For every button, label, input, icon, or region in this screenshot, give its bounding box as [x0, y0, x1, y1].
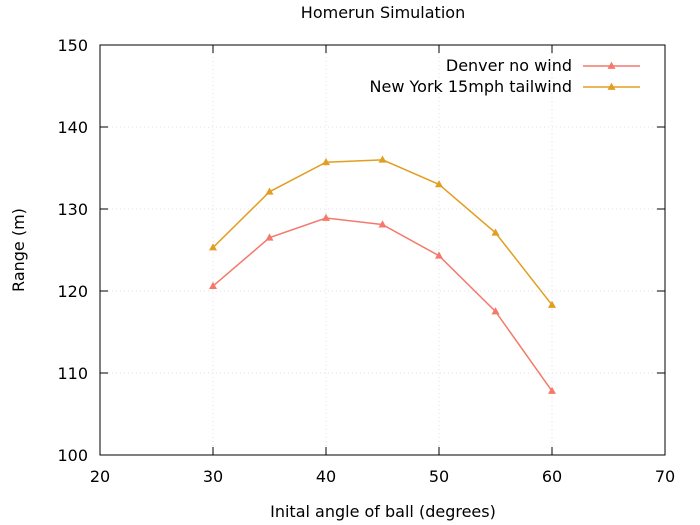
series-2-point	[265, 187, 274, 195]
series-2-point	[209, 243, 217, 251]
series-line-1	[212, 217, 553, 392]
x-tick-label: 60	[542, 467, 562, 486]
series-2-point	[435, 180, 443, 188]
axes-layer	[99, 44, 666, 456]
y-axis-label: Range (m)	[9, 208, 28, 292]
y-tick-label: 130	[57, 200, 88, 219]
legend-marker-1	[607, 61, 616, 69]
series-1-point	[435, 251, 443, 259]
series-1-point	[209, 281, 217, 289]
legend: Denver no wind New York 15mph tailwind	[370, 56, 640, 96]
x-tick-label: 70	[655, 467, 675, 486]
series-layer	[209, 155, 556, 394]
x-tick-label: 40	[316, 467, 336, 486]
plot-frame	[99, 44, 666, 456]
x-axis-label: Inital angle of ball (degrees)	[270, 502, 496, 521]
x-tick-label: 50	[429, 467, 449, 486]
series-2-point	[491, 228, 500, 236]
y-tick-label: 120	[57, 282, 88, 301]
series-1-point	[265, 233, 274, 241]
legend-marker-2	[607, 82, 616, 90]
series-line-2	[212, 159, 553, 306]
grid-layer	[100, 45, 665, 455]
ticks-layer: 20 30 40 50 60 70 100 110 120 130 140 150	[57, 36, 675, 486]
series-1-point	[322, 213, 330, 221]
series-2-point	[548, 300, 556, 308]
y-tick-label: 110	[57, 364, 88, 383]
series-1-point	[378, 220, 387, 228]
x-tick-label: 30	[203, 467, 223, 486]
series-2-point	[322, 157, 330, 166]
y-tick-label: 140	[57, 118, 88, 137]
series-1-point	[548, 386, 556, 394]
series-2-point	[378, 155, 387, 163]
x-tick-label: 20	[90, 467, 110, 486]
y-tick-label: 150	[57, 36, 88, 55]
series-1-point	[491, 307, 500, 315]
legend-label-2: New York 15mph tailwind	[370, 77, 572, 96]
chart-title: Homerun Simulation	[301, 3, 465, 22]
legend-label-1: Denver no wind	[446, 56, 572, 75]
y-tick-label: 100	[57, 446, 88, 465]
